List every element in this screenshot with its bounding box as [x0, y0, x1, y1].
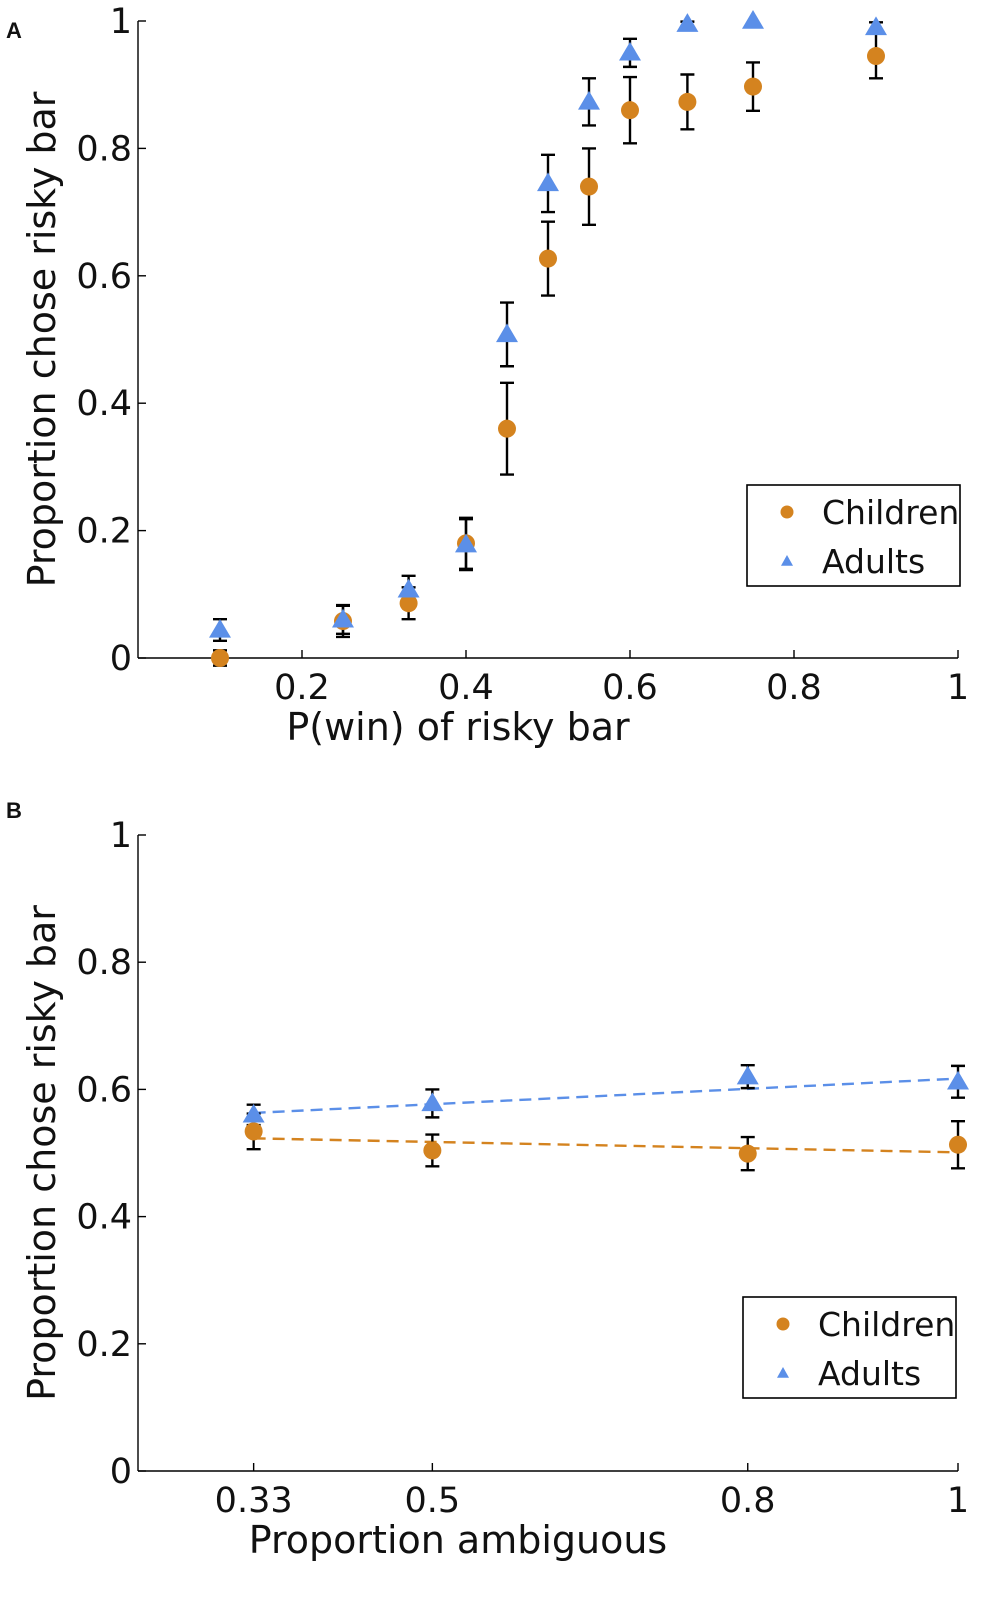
- children-point: [621, 101, 639, 120]
- y-tick-label: 1: [110, 2, 132, 42]
- legend-box: [746, 484, 961, 587]
- x-tick-label: 1: [947, 1481, 969, 1521]
- adults-point: [496, 323, 518, 343]
- y-tick-label: 0.4: [76, 1198, 132, 1238]
- adults-point: [742, 10, 764, 29]
- adults-point: [578, 90, 600, 110]
- x-tick-label: 0.8: [766, 668, 822, 708]
- children-point: [678, 92, 697, 111]
- children-point: [211, 649, 229, 667]
- children-point: [867, 47, 885, 66]
- children-point: [539, 249, 557, 268]
- panel-a-chart: 0 0.2 0.4 0.6 0.8 1 0.2 0.4 0.6 0.8 1 P(win) of ris…: [20, 2, 969, 749]
- adults-point: [537, 172, 559, 192]
- children-point: [498, 419, 516, 438]
- legend-adults-label: Adults: [818, 1354, 921, 1393]
- x-axis-title: P(win) of risky bar: [286, 705, 630, 749]
- panel-letter-b: B: [6, 798, 22, 823]
- y-axis-title: Proportion chose risky bar: [20, 91, 64, 587]
- x-tick-label: 0.6: [602, 668, 658, 708]
- children-point: [580, 177, 598, 196]
- legend-adults-marker: [781, 555, 793, 566]
- adults-fit-line: [253, 1077, 959, 1115]
- adults-point: [332, 608, 354, 628]
- legend-children-label: Children: [818, 1305, 955, 1344]
- y-tick-label: 0.6: [76, 257, 132, 297]
- children-point: [244, 1122, 263, 1141]
- children-point: [423, 1141, 442, 1160]
- adults-point: [736, 1065, 759, 1085]
- adults-point: [455, 533, 477, 553]
- adults-point: [209, 618, 231, 638]
- legend-box: [742, 1296, 957, 1399]
- y-tick-label: 0.8: [76, 129, 132, 169]
- x-tick-label: 0.8: [720, 1481, 776, 1521]
- legend-children-label: Children: [822, 493, 959, 532]
- children-point: [399, 594, 418, 613]
- x-tick-label: 0.5: [405, 1481, 461, 1521]
- adults-point: [421, 1092, 444, 1112]
- adults-point: [397, 578, 420, 598]
- legend-children-marker: [780, 505, 794, 519]
- children-point: [744, 77, 762, 96]
- y-tick-label: 0.4: [76, 384, 132, 424]
- panel-b-chart: 0 0.2 0.4 0.6 0.8 1 0.33 0.5 0.8 1 Proportion ambi…: [20, 816, 969, 1562]
- panel-letter-a: A: [6, 18, 22, 43]
- y-tick-label: 0.6: [76, 1070, 132, 1110]
- adults-point: [619, 41, 641, 61]
- y-tick-label: 0: [110, 1452, 132, 1492]
- adults-point: [242, 1103, 265, 1123]
- y-axis-title: Proportion chose risky bar: [20, 905, 64, 1401]
- adults-point: [676, 13, 699, 32]
- x-tick-label: 0.2: [274, 668, 330, 708]
- x-tick-label: 0.4: [438, 668, 494, 708]
- legend-adults-label: Adults: [822, 542, 925, 581]
- children-fit-line: [253, 1137, 959, 1154]
- adults-point: [947, 1070, 969, 1090]
- adults-point: [865, 16, 887, 36]
- y-tick-label: 0.8: [76, 943, 132, 983]
- legend-adults-marker: [777, 1367, 789, 1378]
- children-point: [949, 1135, 967, 1154]
- x-axis-title: Proportion ambiguous: [249, 1518, 667, 1562]
- y-tick-label: 0: [110, 639, 132, 679]
- y-tick-label: 1: [110, 816, 132, 856]
- x-tick-label: 0.33: [215, 1481, 293, 1521]
- x-tick-label: 1: [947, 668, 969, 708]
- legend-children-marker: [776, 1317, 790, 1331]
- children-point: [738, 1144, 757, 1163]
- y-tick-label: 0.2: [76, 512, 132, 552]
- y-tick-label: 0.2: [76, 1325, 132, 1365]
